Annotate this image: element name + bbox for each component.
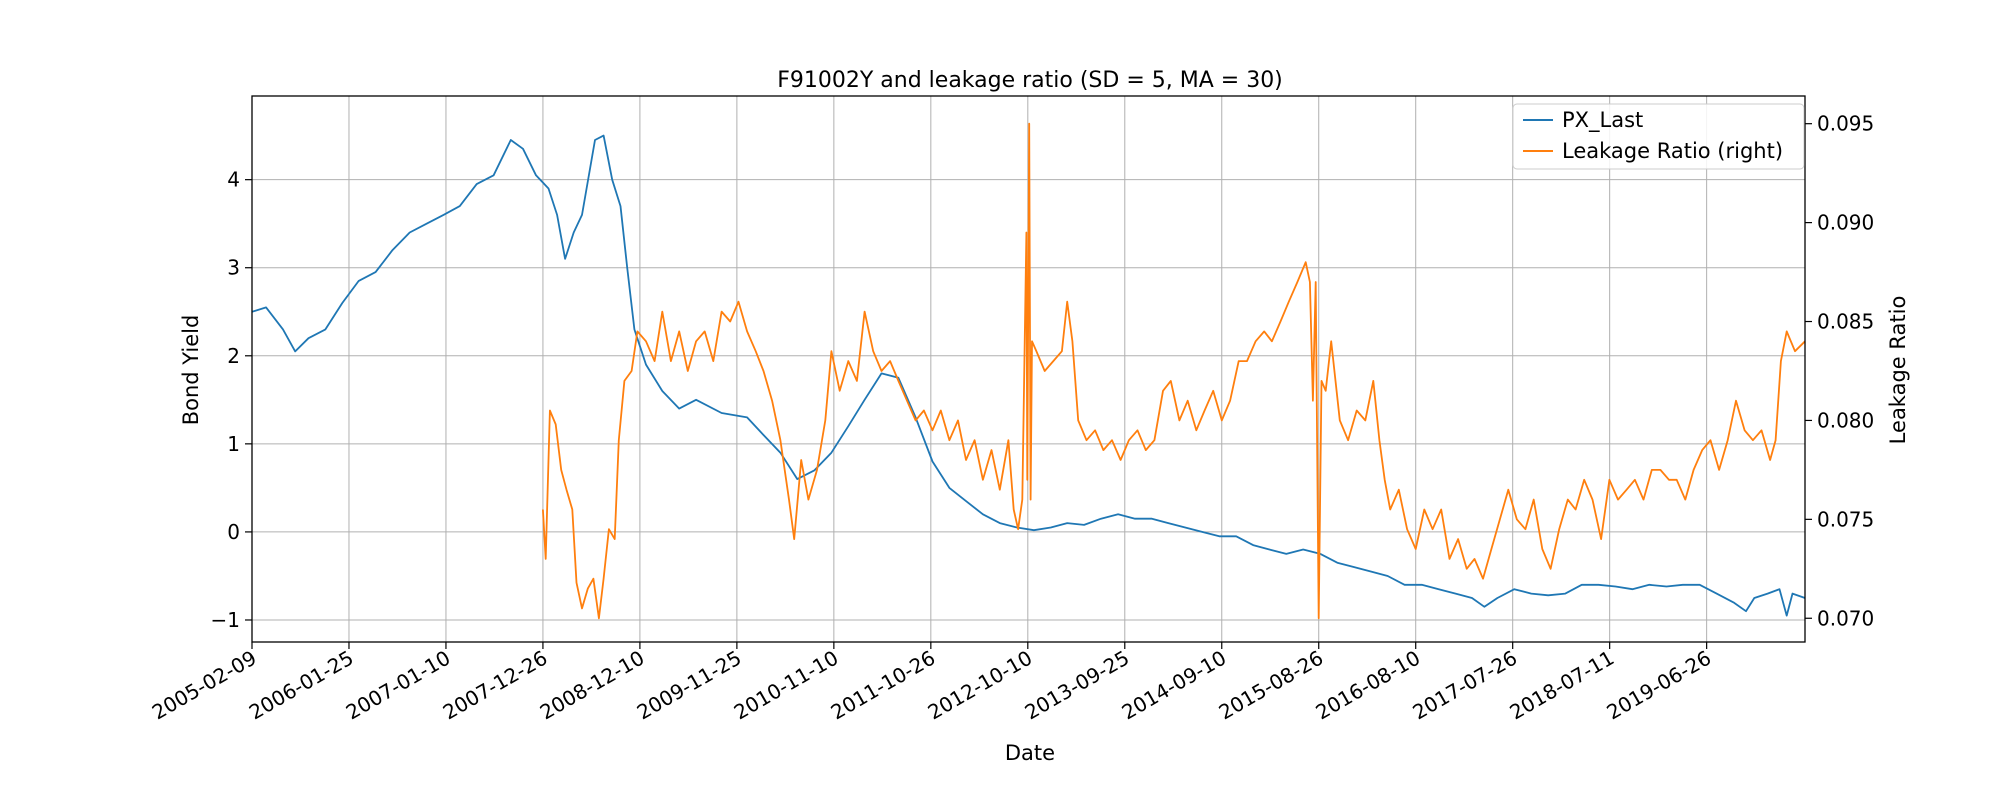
y-right-tick-label: 0.095	[1817, 112, 1874, 136]
y-left-tick-label: 0	[227, 520, 240, 544]
y-right-axis-label: Leakage Ratio	[1886, 296, 1910, 445]
legend: PX_Last Leakage Ratio (right)	[1512, 103, 1805, 170]
series-line-px-last	[251, 134, 1806, 617]
y-right-tick-label: 0.090	[1817, 211, 1874, 235]
y-left-tick-label: 4	[227, 168, 240, 192]
y-right-tick-label: 0.085	[1817, 310, 1874, 334]
x-axis-label: Date	[1005, 741, 1055, 765]
legend-label-px-last: PX_Last	[1562, 108, 1643, 133]
series-line-leakage-ratio	[542, 122, 1806, 620]
y-left-axis: −1 0 1 2 3 4	[211, 168, 252, 632]
y-right-tick-label: 0.075	[1817, 507, 1874, 531]
y-right-tick-label: 0.080	[1817, 408, 1874, 432]
legend-label-leakage-ratio: Leakage Ratio (right)	[1562, 139, 1783, 163]
y-right-axis: 0.070 0.075 0.080 0.085 0.090 0.095	[1805, 112, 1874, 630]
chart-title: F91002Y and leakage ratio (SD = 5, MA = …	[777, 68, 1283, 93]
y-left-tick-label: −1	[211, 608, 240, 632]
legend-box	[1512, 103, 1805, 170]
plot-frame	[251, 95, 1806, 643]
y-left-axis-label: Bond Yield	[179, 315, 203, 426]
y-left-tick-label: 1	[227, 432, 240, 456]
y-left-tick-label: 3	[227, 256, 240, 280]
series-layer	[251, 122, 1806, 620]
y-left-tick-label: 2	[227, 344, 240, 368]
y-right-tick-label: 0.070	[1817, 606, 1874, 630]
